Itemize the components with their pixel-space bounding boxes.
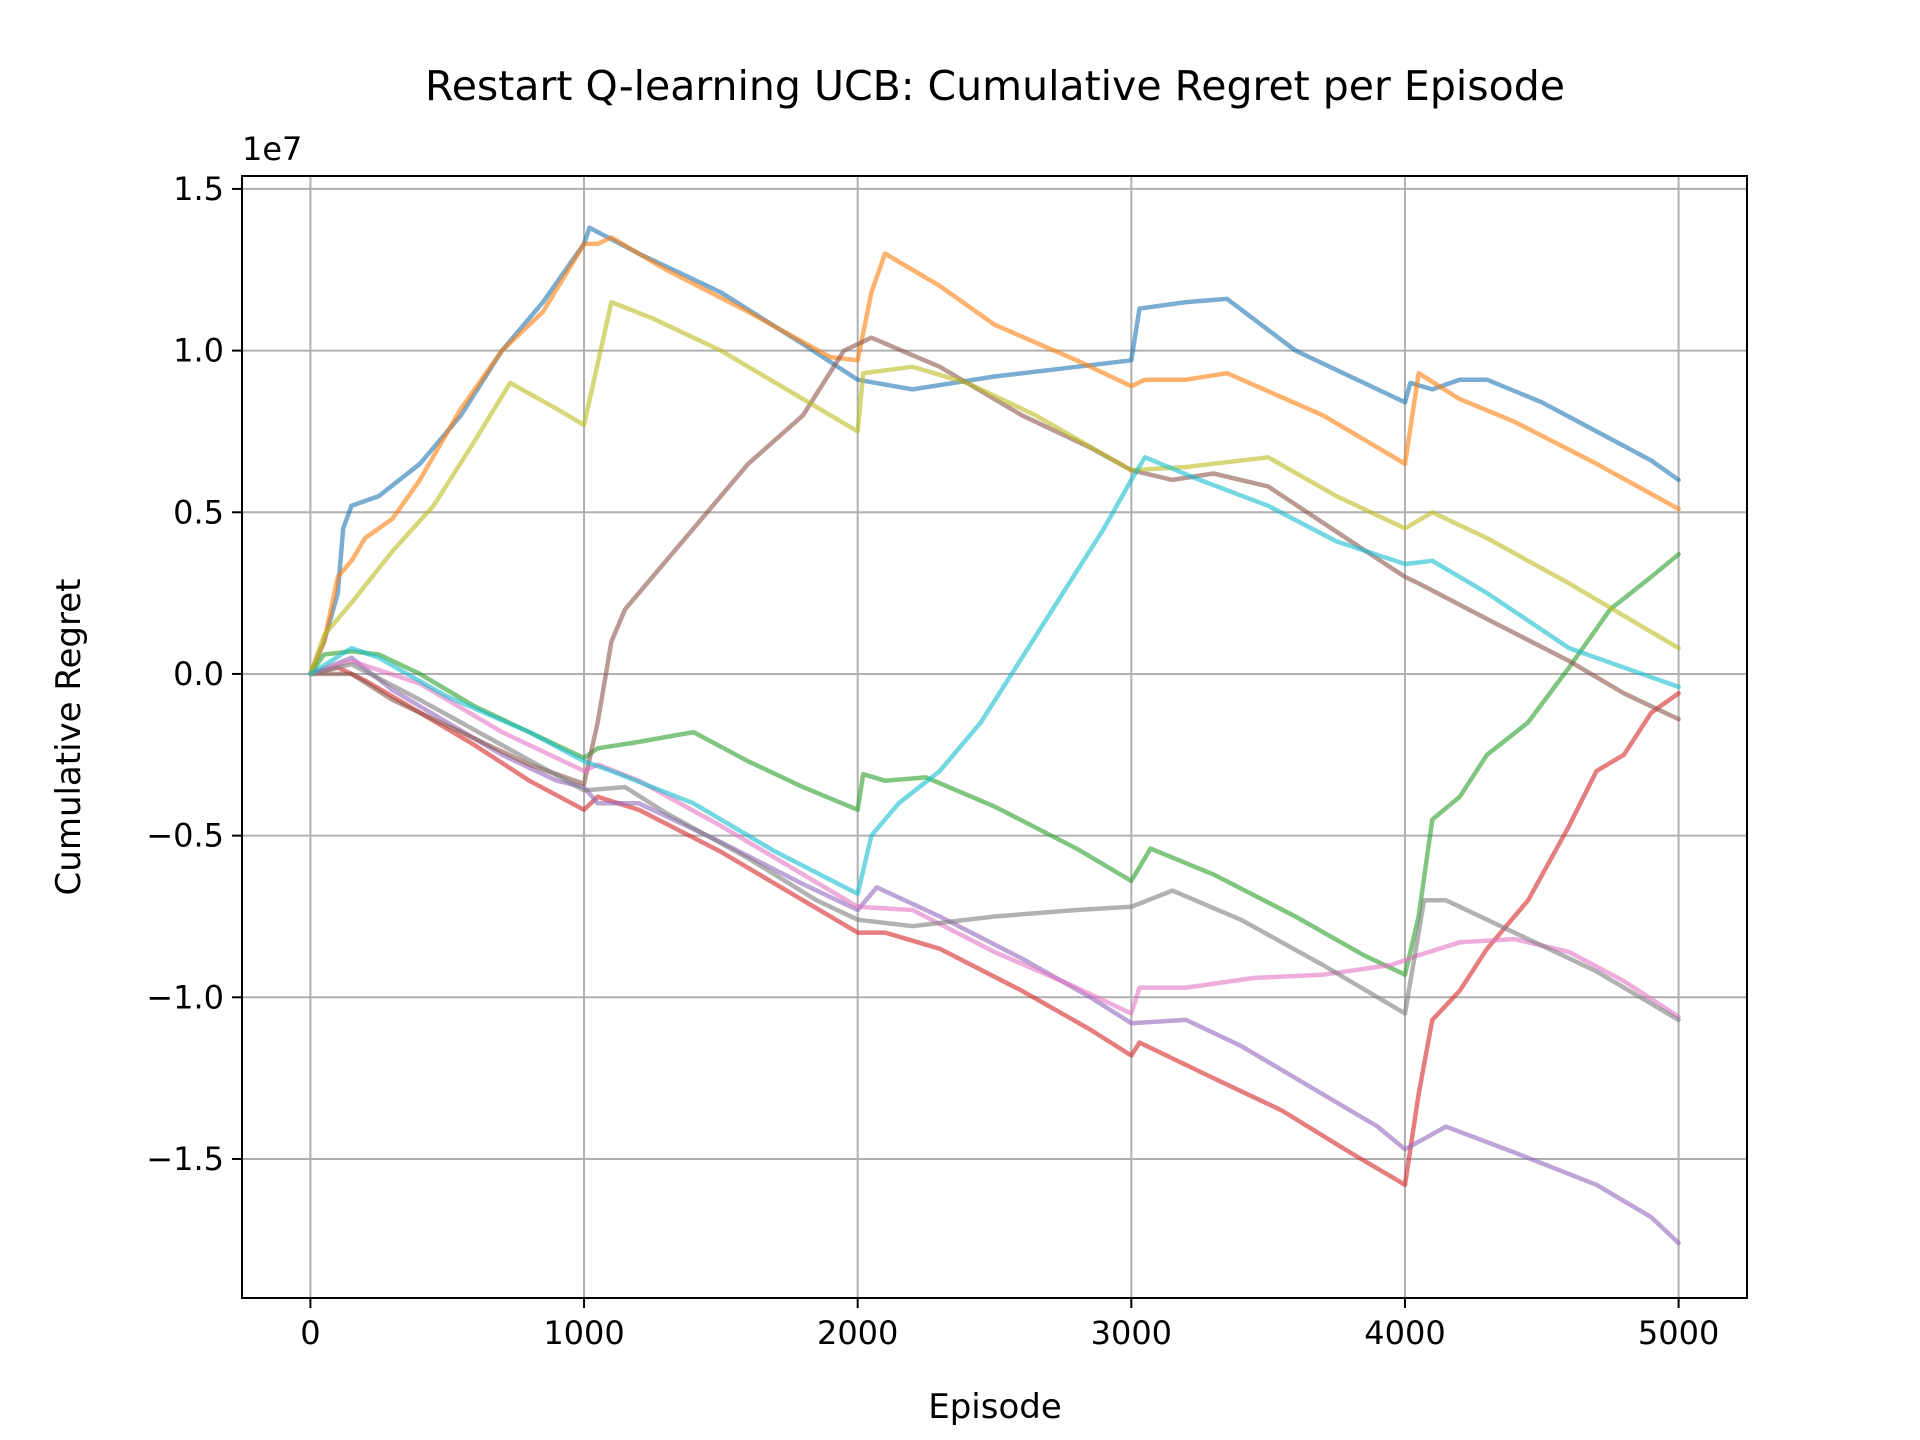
series-line-10 (308, 455, 1681, 897)
series-line-8 (308, 661, 1681, 1023)
series-line-1 (308, 225, 1681, 677)
y-tick-label: 0.5 (173, 493, 224, 531)
y-tick-label: −1.5 (146, 1140, 224, 1178)
series-line-9 (308, 299, 1681, 677)
y-offset-label: 1e7 (242, 130, 302, 168)
y-tick-label: −0.5 (146, 817, 224, 855)
y-axis-ticks: 1.5 1.0 0.5 0.0 −0.5 −1.0 −1.5 (146, 170, 242, 1178)
x-tick-label: 5000 (1638, 1314, 1719, 1352)
x-tick-label: 0 (300, 1314, 320, 1352)
x-tick-label: 3000 (1091, 1314, 1172, 1352)
series-layer (308, 225, 1681, 1246)
x-tick-label: 1000 (543, 1314, 624, 1352)
x-axis-ticks: 0 1000 2000 3000 4000 5000 (300, 1298, 1719, 1352)
x-axis-label: Episode (928, 1387, 1062, 1427)
x-tick-label: 2000 (817, 1314, 898, 1352)
series-line-7 (308, 658, 1681, 1019)
series-line-6 (308, 335, 1681, 787)
chart-title: Restart Q-learning UCB: Cumulative Regre… (425, 62, 1565, 110)
y-tick-label: −1.0 (146, 978, 224, 1016)
y-tick-label: 1.5 (173, 170, 224, 208)
grid-lines (242, 176, 1747, 1298)
plot-area-frame (241, 175, 1748, 1299)
x-tick-label: 4000 (1364, 1314, 1445, 1352)
y-axis-label: Cumulative Regret (49, 579, 89, 896)
series-line-5 (308, 655, 1681, 1246)
y-tick-label: 0.0 (173, 655, 224, 693)
y-tick-label: 1.0 (173, 332, 224, 370)
series-line-4 (308, 665, 1681, 1188)
series-line-2 (308, 235, 1681, 677)
